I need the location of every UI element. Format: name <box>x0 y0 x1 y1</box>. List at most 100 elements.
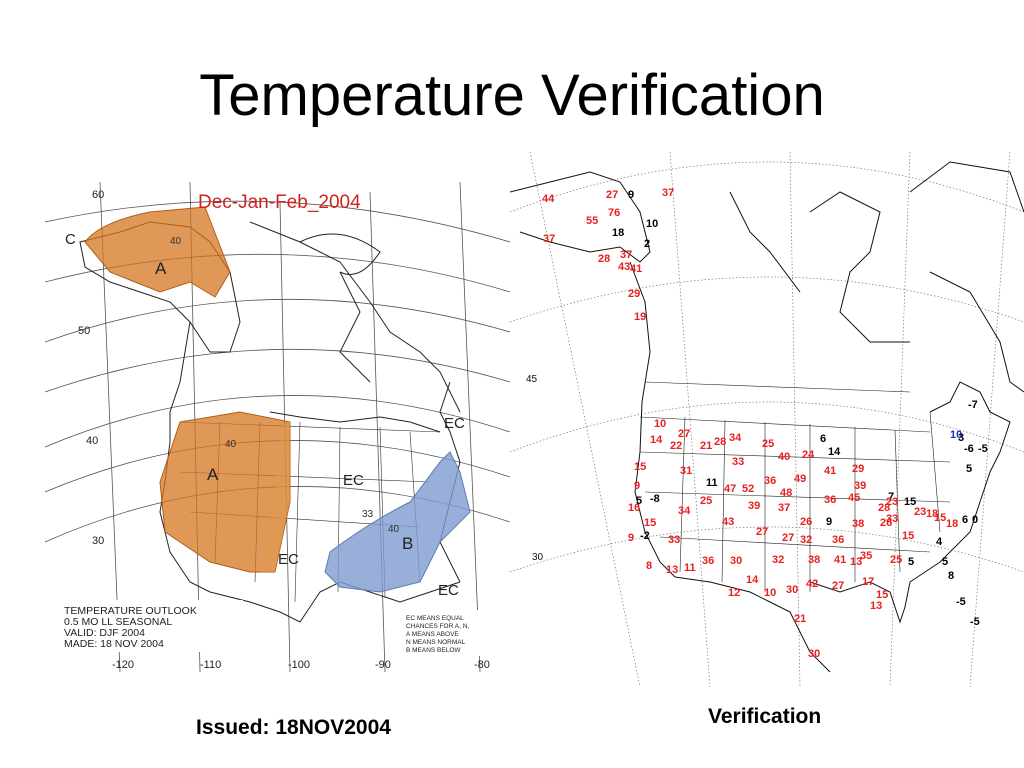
svg-text:40: 40 <box>86 435 98 447</box>
svg-text:VALID: DJF 2004: VALID: DJF 2004 <box>64 627 145 639</box>
outlook-legend: EC MEANS EQUAL CHANCES FOR A, N, A MEANS… <box>406 615 469 654</box>
station-value: 8 <box>948 570 954 582</box>
station-value: 24 <box>802 449 815 461</box>
station-value: 25 <box>762 438 774 450</box>
outlook-ec-label: EC <box>444 415 465 432</box>
station-value: 18 <box>946 518 958 530</box>
station-value: 3 <box>958 432 964 444</box>
station-value: 6 <box>820 433 826 445</box>
station-value: 8 <box>646 560 652 572</box>
verification-caption: Verification <box>708 705 822 728</box>
outlook-region-label: A <box>155 259 167 278</box>
outlook-region-label: A <box>207 465 219 484</box>
station-value: -5 <box>978 443 988 455</box>
station-value: 37 <box>620 249 632 261</box>
station-value: -5 <box>970 616 980 628</box>
station-value: 18 <box>612 227 624 239</box>
svg-text:TEMPERATURE OUTLOOK: TEMPERATURE OUTLOOK <box>64 605 197 617</box>
station-value: 36 <box>764 475 776 487</box>
station-value: 29 <box>852 463 864 475</box>
station-value: 14 <box>746 574 759 586</box>
station-value: 25 <box>700 495 712 507</box>
station-value: 41 <box>834 554 846 566</box>
station-value: 40 <box>778 451 790 463</box>
svg-text:B MEANS BELOW: B MEANS BELOW <box>406 647 461 654</box>
station-value: 28 <box>878 502 890 514</box>
outlook-info-block: TEMPERATURE OUTLOOK 0.5 MO LL SEASONAL V… <box>64 605 197 650</box>
station-value: 5 <box>966 463 972 475</box>
station-value: 48 <box>780 487 792 499</box>
station-value: 22 <box>670 440 682 452</box>
station-value: 49 <box>794 473 806 485</box>
temperature-outlook-map: A A B 40 40 33 40 C EC EC EC EC Dec-Jan-… <box>40 182 510 672</box>
station-value: 35 <box>860 550 872 562</box>
svg-text:-120: -120 <box>112 659 134 671</box>
station-value: 39 <box>748 500 760 512</box>
station-value: 27 <box>782 532 794 544</box>
svg-text:30: 30 <box>532 552 544 563</box>
station-value: 38 <box>852 518 864 530</box>
station-value: 26 <box>800 516 812 528</box>
verification-coastlines <box>510 161 1024 673</box>
svg-text:N MEANS NORMAL: N MEANS NORMAL <box>406 639 466 646</box>
outlook-season-title: Dec-Jan-Feb_2004 <box>198 192 361 213</box>
outlook-ec-label: EC <box>278 551 299 568</box>
station-value: 5 <box>942 556 948 568</box>
station-value: 9 <box>826 516 832 528</box>
station-value: 30 <box>730 555 742 567</box>
station-value: 15 <box>902 530 914 542</box>
outlook-prob-label: 33 <box>362 509 374 520</box>
svg-text:EC MEANS EQUAL: EC MEANS EQUAL <box>406 615 464 622</box>
station-value: 27 <box>756 526 768 538</box>
station-value: 47 <box>724 483 736 495</box>
station-value: 21 <box>794 613 806 625</box>
svg-text:45: 45 <box>526 374 538 385</box>
station-value: 30 <box>786 584 798 596</box>
outlook-region-label: B <box>402 534 413 553</box>
station-value: 19 <box>634 311 646 323</box>
station-value: 36 <box>702 555 714 567</box>
station-value: 43 <box>722 516 734 528</box>
outlook-ec-label: EC <box>343 472 364 489</box>
station-value: 2 <box>644 238 650 250</box>
outlook-ec-label: C <box>65 231 76 248</box>
station-value: 5 <box>908 556 914 568</box>
svg-text:60: 60 <box>92 189 104 201</box>
below-region-southeast <box>324 451 471 593</box>
slide-title: Temperature Verification <box>199 63 825 128</box>
station-value: 43 <box>618 261 630 273</box>
station-value: 17 <box>862 576 874 588</box>
station-value: -6 <box>964 443 974 455</box>
station-value: 44 <box>542 193 555 205</box>
station-value: 23 <box>886 496 898 508</box>
station-value: 13 <box>870 600 882 612</box>
station-value: 36 <box>832 534 844 546</box>
station-value: 27 <box>678 428 690 440</box>
station-value: 37 <box>778 502 790 514</box>
station-value: 52 <box>742 483 754 495</box>
station-value: -5 <box>956 596 966 608</box>
station-value: 15 <box>634 461 646 473</box>
station-value: 30 <box>808 648 820 660</box>
station-value: -7 <box>968 399 978 411</box>
svg-text:-110: -110 <box>200 659 221 671</box>
station-value: -2 <box>640 530 650 542</box>
station-value: 9 <box>634 480 640 492</box>
above-region-alaska <box>84 206 231 298</box>
station-value: 31 <box>680 465 692 477</box>
outlook-prob-label: 40 <box>225 439 237 450</box>
svg-text:CHANCES FOR A, N,: CHANCES FOR A, N, <box>406 623 469 630</box>
station-value: 38 <box>808 554 820 566</box>
station-value: 9 <box>628 189 634 201</box>
station-value: 7 <box>888 491 894 503</box>
station-value: 55 <box>586 215 598 227</box>
station-value: 32 <box>772 554 784 566</box>
station-value: 15 <box>876 589 888 601</box>
station-value: 16 <box>628 502 640 514</box>
station-value: 14 <box>828 446 841 458</box>
svg-text:-100: -100 <box>288 659 310 671</box>
outlook-graticule <box>44 182 510 672</box>
station-value: 11 <box>684 562 696 574</box>
